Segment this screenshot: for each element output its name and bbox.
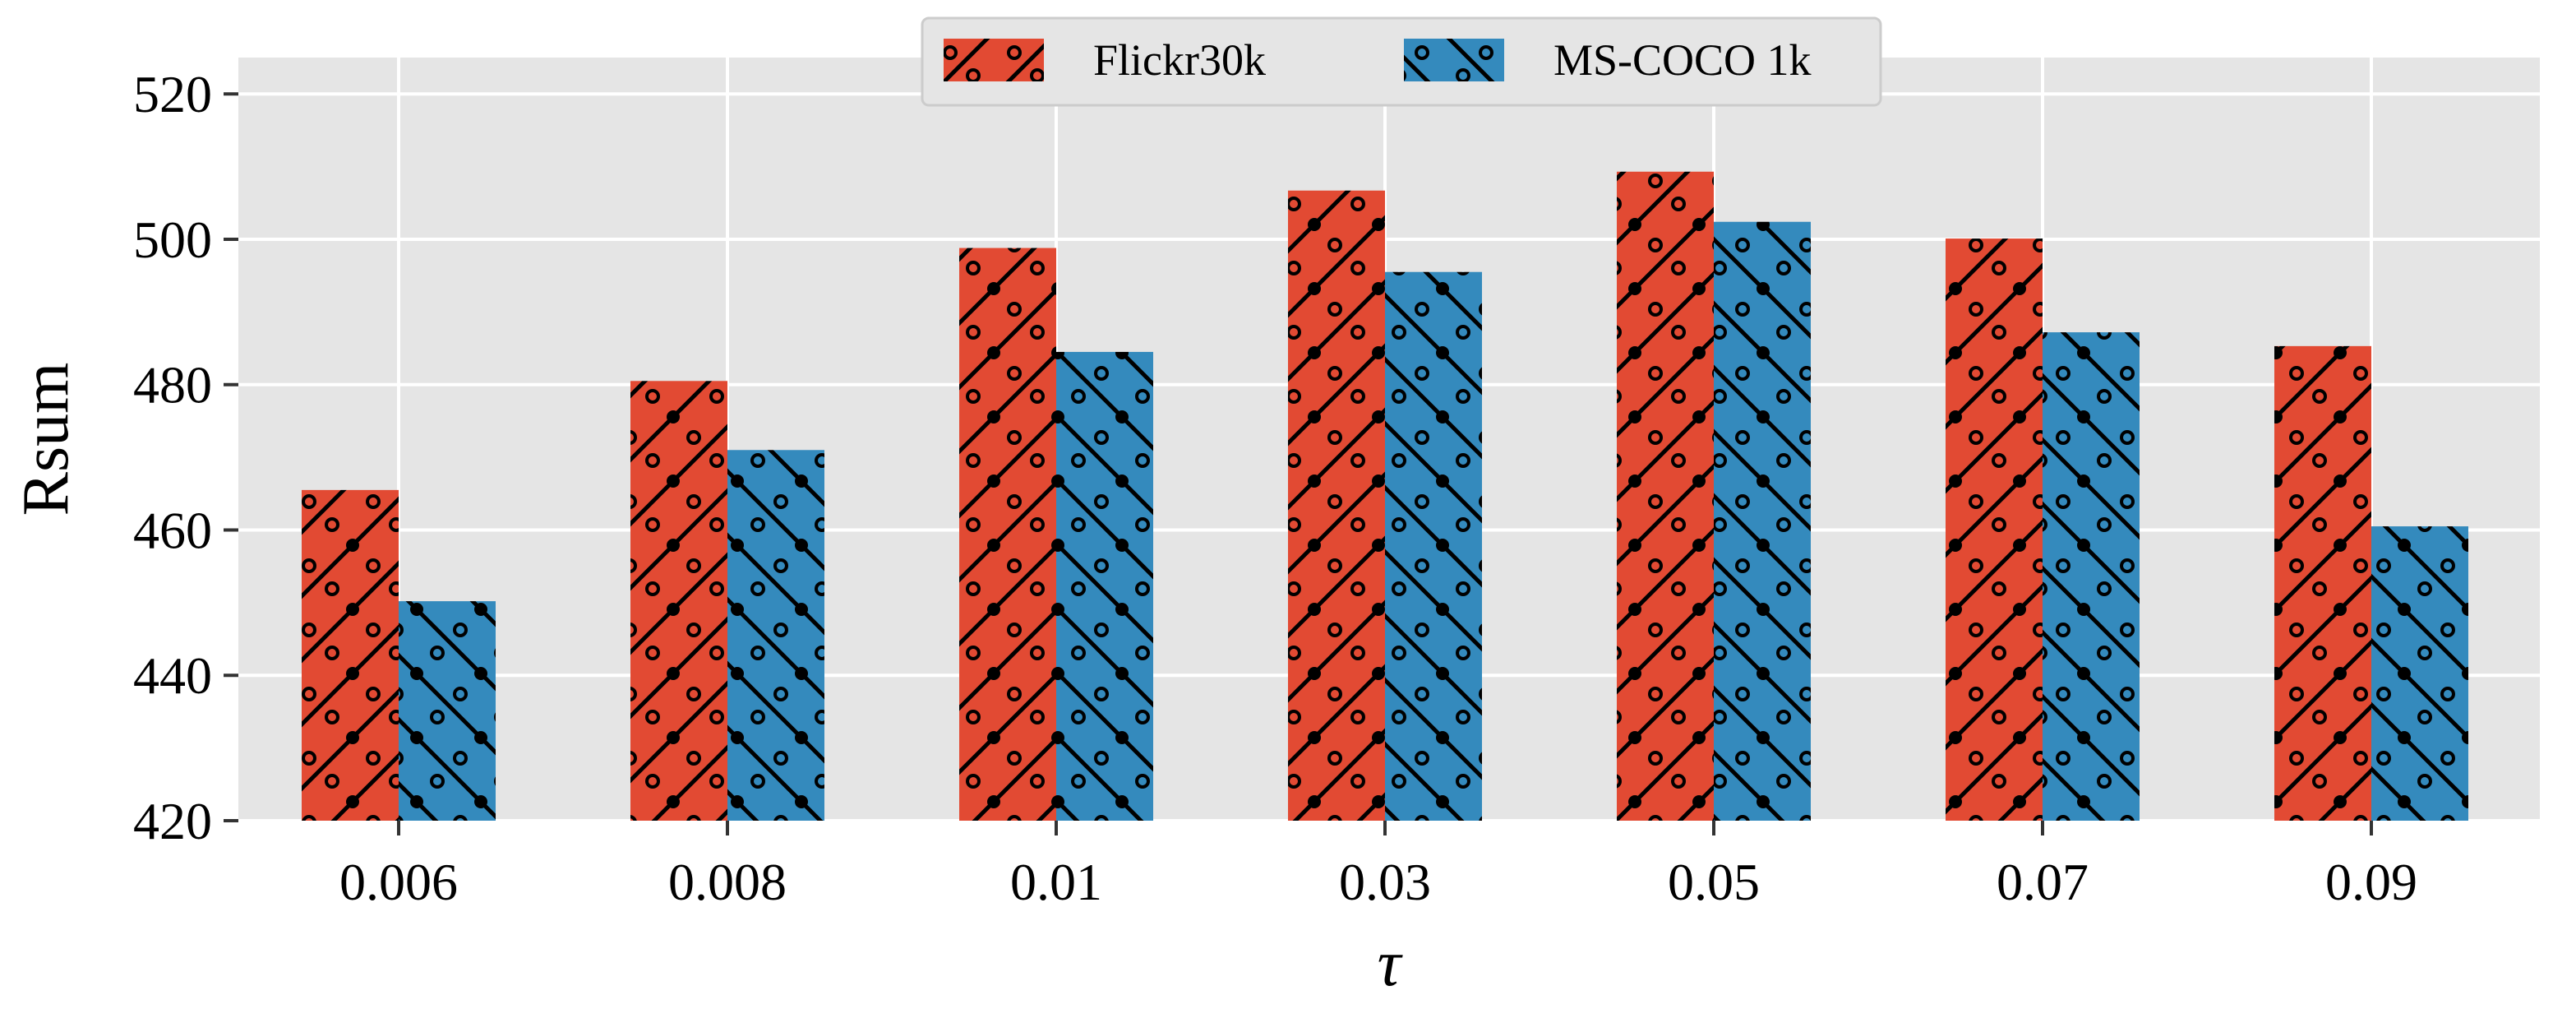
- y-axis-label: Rsum: [10, 363, 82, 516]
- bar-coco-0.01: [1056, 351, 1153, 821]
- legend-box: [921, 16, 1882, 107]
- y-tick-label-440: 440: [133, 646, 212, 705]
- bar-flickr-0.09: [2274, 345, 2371, 821]
- legend-swatch-flickr: [944, 39, 1044, 81]
- legend: Flickr30k MS-COCO 1k: [921, 16, 1882, 107]
- y-tick-label-480: 480: [133, 356, 212, 414]
- x-axis-label: τ: [1378, 928, 1404, 1000]
- y-tick-label-520: 520: [133, 65, 212, 123]
- bar-flickr-0.008: [630, 381, 727, 821]
- x-tick-label-1: 0.008: [668, 853, 787, 911]
- x-tick-label-3: 0.03: [1339, 853, 1431, 911]
- y-tick-label-420: 420: [133, 792, 212, 850]
- bar-flickr-0.05: [1617, 171, 1714, 821]
- bar-flickr-0.03: [1288, 190, 1385, 822]
- bar-flickr-0.006: [302, 489, 399, 821]
- x-tick-label-5: 0.07: [1997, 853, 2089, 911]
- legend-swatch-coco: [1404, 39, 1504, 81]
- y-tick-label-500: 500: [133, 211, 212, 269]
- bar-flickr-0.01: [959, 248, 1056, 821]
- bar-coco-0.008: [727, 450, 824, 821]
- bar-coco-0.09: [2371, 526, 2468, 821]
- x-tick-label-2: 0.01: [1010, 853, 1102, 911]
- bar-coco-0.07: [2043, 332, 2140, 822]
- x-axis: 0.006 0.008 0.01 0.03 0.05 0.07 0.09: [339, 821, 2417, 911]
- y-axis: 420 440 460 480 500 520: [133, 65, 238, 850]
- legend-label-flickr: Flickr30k: [1093, 35, 1266, 85]
- x-tick-label-0: 0.006: [339, 853, 458, 911]
- bar-coco-0.05: [1714, 221, 1811, 821]
- x-tick-label-6: 0.09: [2325, 853, 2417, 911]
- legend-label-coco: MS-COCO 1k: [1553, 35, 1812, 85]
- bar-coco-0.006: [399, 601, 496, 821]
- y-tick-label-460: 460: [133, 501, 212, 559]
- bar-group: [302, 171, 2468, 822]
- bar-coco-0.03: [1385, 271, 1482, 821]
- x-tick-label-4: 0.05: [1668, 853, 1760, 911]
- bar-flickr-0.07: [1946, 238, 2043, 821]
